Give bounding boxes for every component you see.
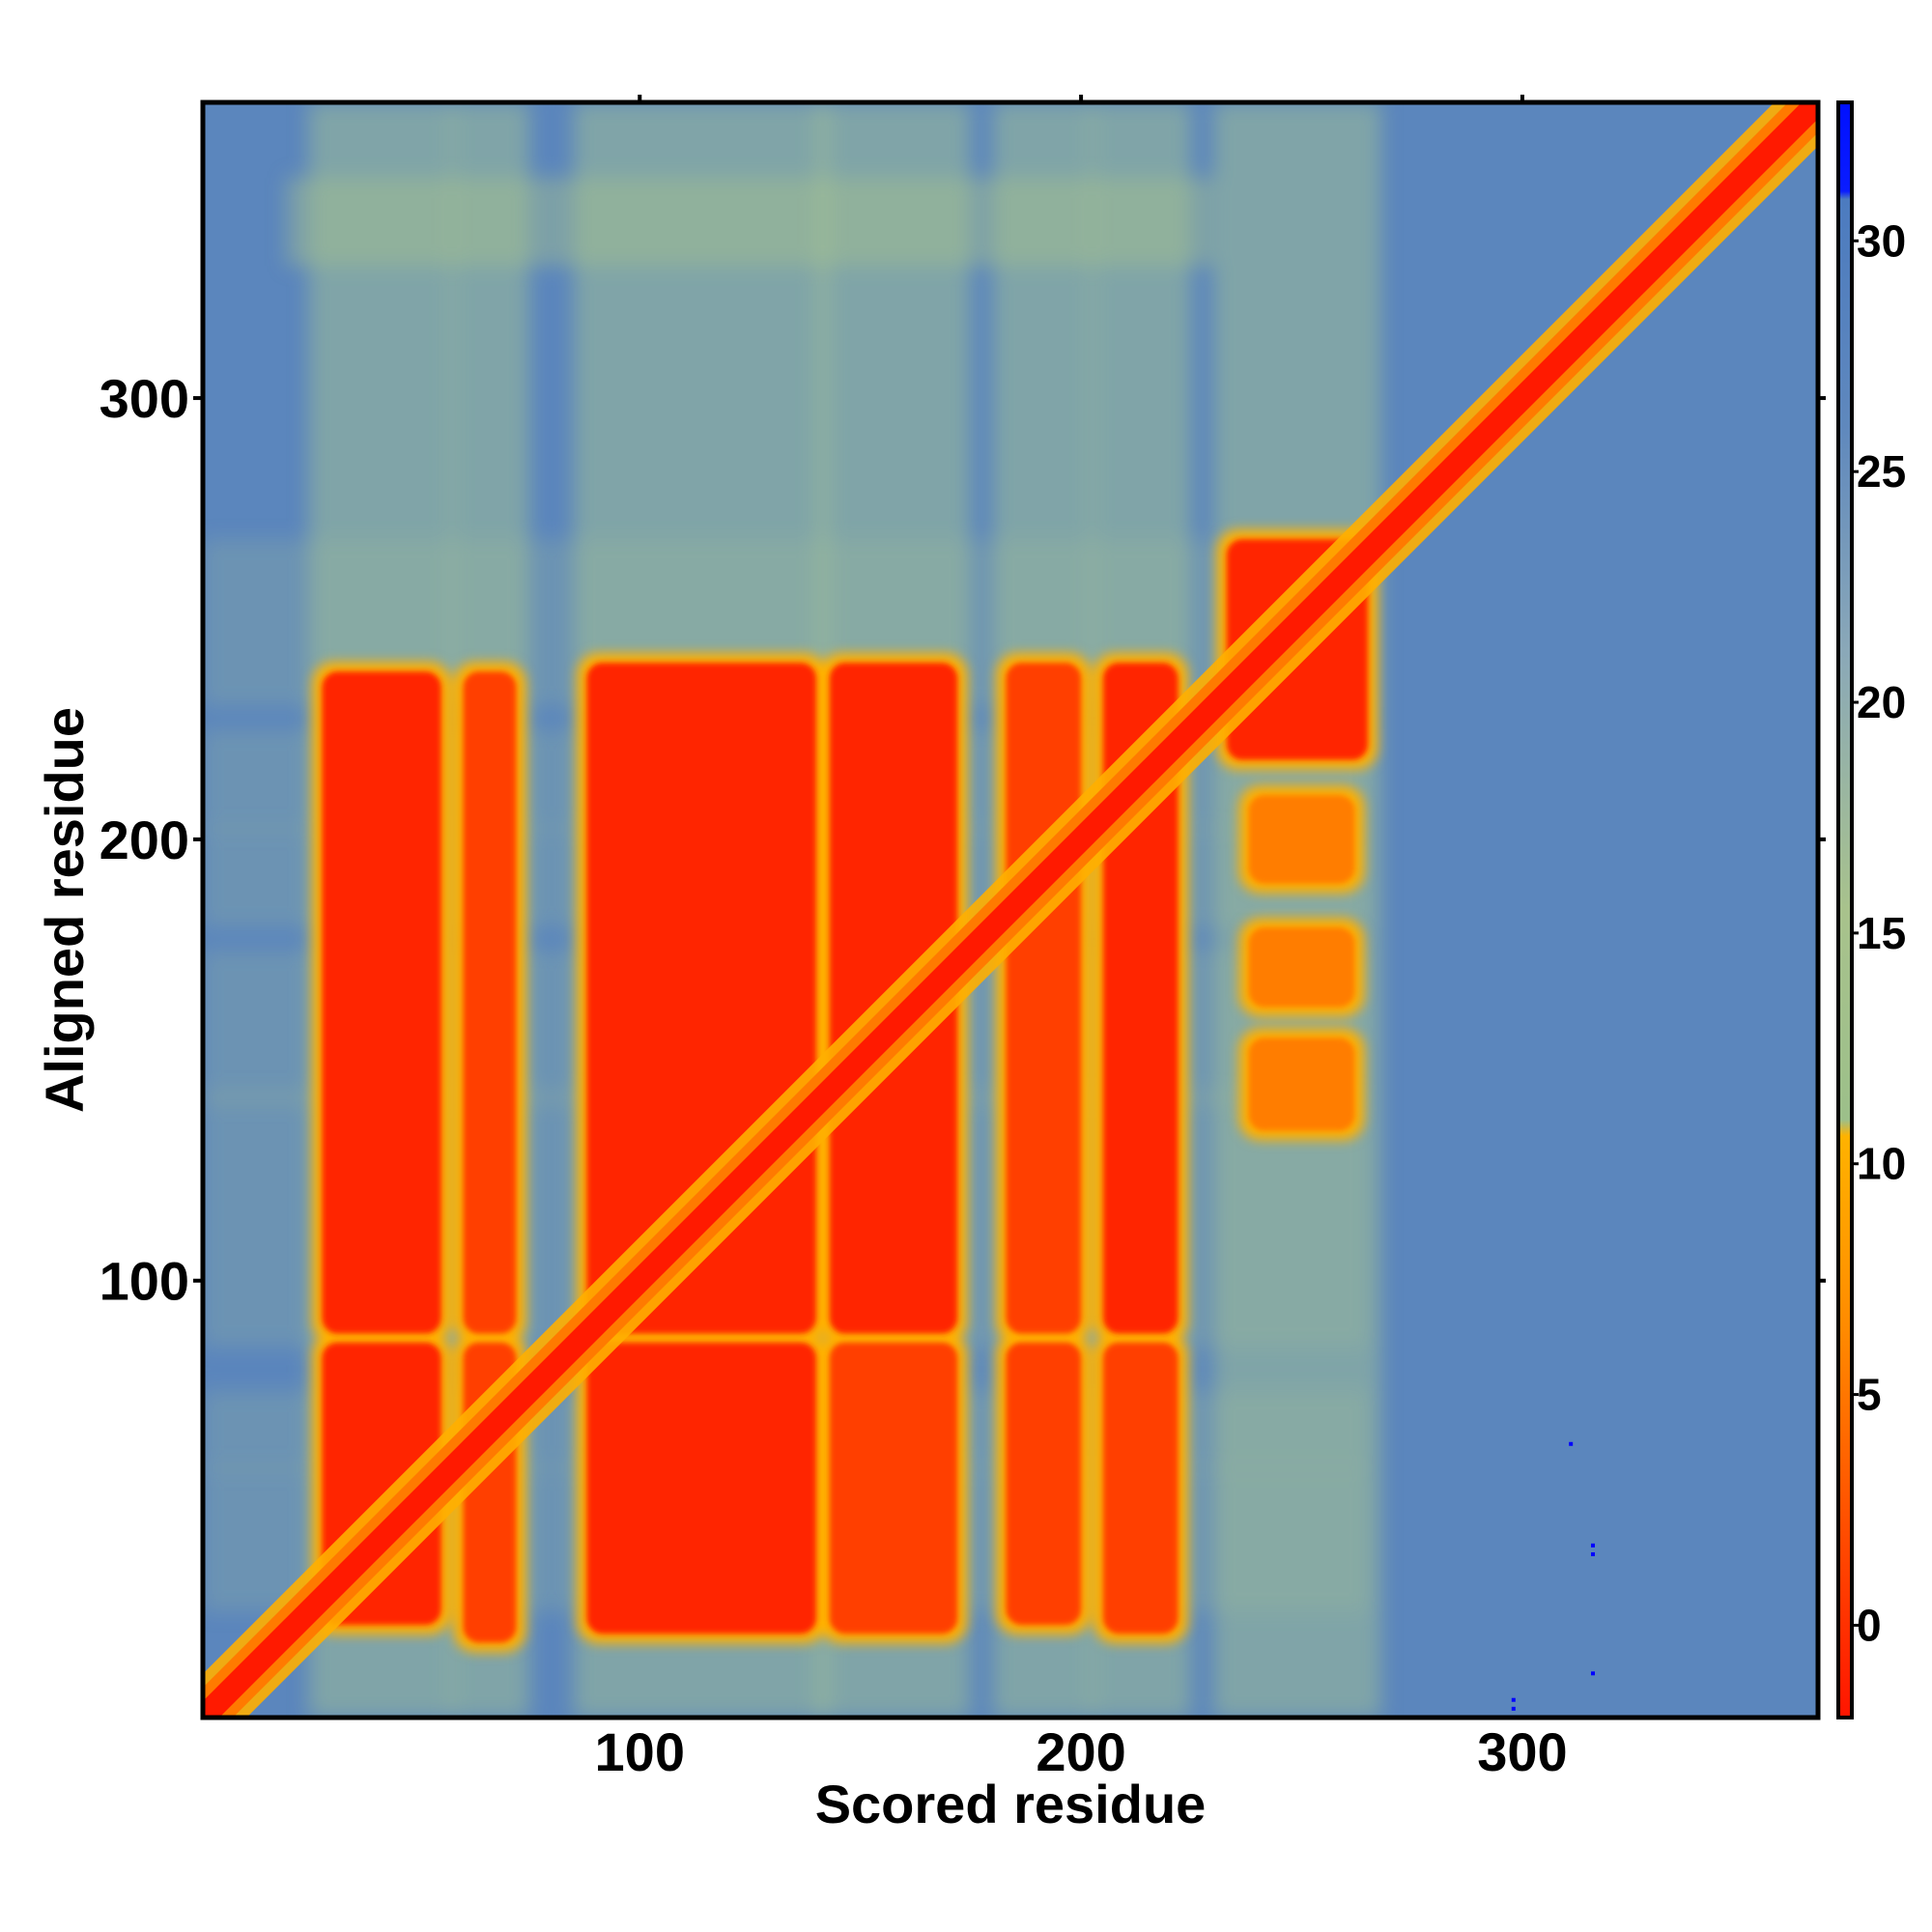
block-10 [1102, 1342, 1179, 1634]
plot-frame [200, 99, 1821, 1720]
block-6 [829, 1342, 958, 1634]
block-1 [322, 671, 441, 1334]
y-tick-label-300: 300 [99, 368, 189, 429]
colorbar: 0 5 10 15 20 25 30 [1836, 100, 1906, 1719]
marker-1 [1591, 1543, 1596, 1548]
colorbar-frame [1836, 100, 1854, 1719]
marker-2 [1591, 1551, 1596, 1556]
colorbar-tick-label-15: 15 [1857, 908, 1906, 958]
colorbar-tick-label-10: 10 [1857, 1139, 1906, 1189]
x-tick-label-100: 100 [595, 1721, 685, 1782]
marker-0 [1569, 1441, 1574, 1446]
colorbar-tick-label-5: 5 [1857, 1370, 1882, 1420]
y-axis-title: Aligned residue [34, 707, 95, 1113]
marker-5 [1511, 1706, 1516, 1711]
block-15 [1248, 795, 1355, 884]
block-8 [1006, 1342, 1082, 1626]
x-axis: 100 200 300 [595, 95, 1568, 1782]
marker-4 [1511, 1697, 1516, 1702]
diagonal-band [203, 102, 1818, 1718]
plot-area [203, 102, 1818, 1718]
x-tick-label-200: 200 [1036, 1721, 1125, 1782]
band-top-strip [286, 177, 1214, 267]
y-tick-label-100: 100 [99, 1251, 189, 1312]
y-tick-label-200: 200 [99, 810, 189, 870]
block-4 [586, 1342, 816, 1634]
block-13 [1248, 1037, 1355, 1131]
colorbar-ticks: 0 5 10 15 20 25 30 [1852, 215, 1906, 1650]
block-14 [1248, 927, 1355, 1008]
outlier-markers [1511, 1441, 1596, 1711]
y-axis: 100 200 300 [99, 368, 1826, 1312]
x-tick-label-300: 300 [1477, 1721, 1567, 1782]
colorbar-gradient [1838, 102, 1852, 1718]
x-axis-title: Scored residue [815, 1774, 1207, 1834]
block-9 [1006, 663, 1082, 1334]
marker-3 [1591, 1671, 1596, 1676]
colorbar-tick-label-25: 25 [1857, 446, 1906, 497]
diagonal-core [203, 102, 1818, 1718]
colorbar-tick-label-20: 20 [1857, 677, 1906, 727]
block-3 [463, 671, 517, 1334]
colorbar-tick-label-0: 0 [1857, 1600, 1882, 1650]
colorbar-tick-label-30: 30 [1857, 215, 1906, 266]
